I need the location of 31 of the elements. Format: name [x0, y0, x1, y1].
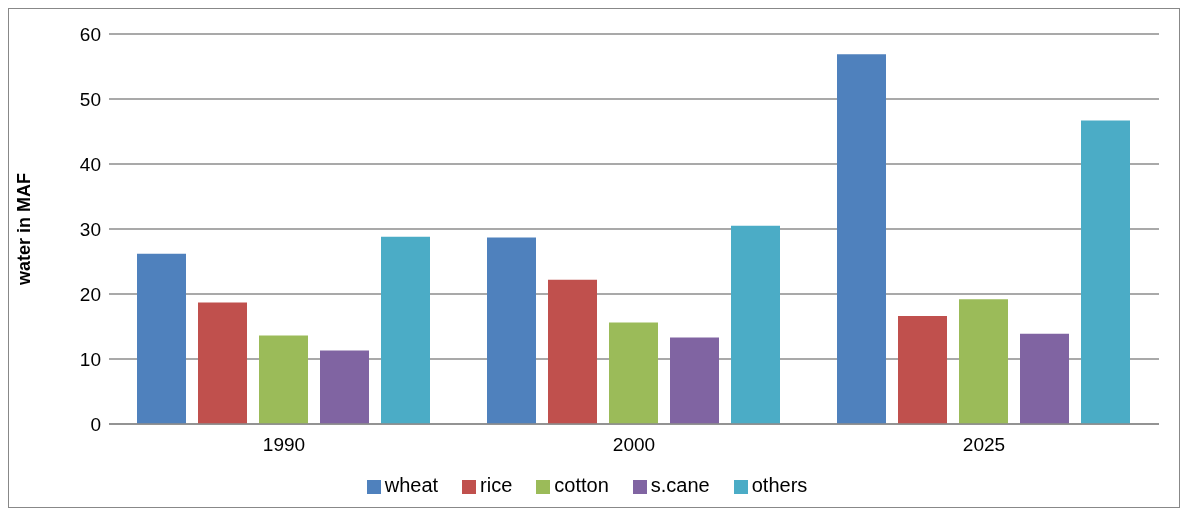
bar: [1081, 120, 1130, 424]
y-tick-label: 60: [79, 23, 101, 45]
bar: [487, 237, 536, 424]
legend-label: others: [751, 474, 808, 496]
bar: [609, 322, 658, 424]
bar: [731, 225, 780, 424]
y-tick-label: 10: [79, 348, 101, 370]
y-tick-label: 20: [79, 283, 101, 305]
y-axis-title: water in MAF: [14, 172, 35, 287]
bar: [137, 253, 186, 424]
y-tick-label: 30: [79, 218, 101, 240]
bar: [381, 236, 430, 424]
y-tick-label: 50: [79, 88, 101, 110]
legend-label: wheat: [384, 474, 439, 496]
legend-label: cotton: [554, 474, 609, 496]
bar: [259, 335, 308, 424]
x-tick-label: 1990: [262, 434, 306, 456]
bar: [670, 337, 719, 424]
bar: [898, 316, 947, 424]
y-tick-label: 0: [90, 413, 101, 435]
bar: [198, 302, 247, 424]
x-tick-label: 2000: [612, 434, 656, 456]
bar: [1020, 333, 1069, 424]
y-tick-label: 40: [79, 153, 101, 175]
legend-label: s.cane: [650, 474, 710, 496]
bar: [837, 54, 886, 424]
bar: [548, 279, 597, 424]
bar: [320, 350, 369, 424]
bar: [959, 299, 1008, 424]
legend-label: rice: [480, 474, 513, 496]
x-tick-label: 2025: [962, 434, 1006, 456]
